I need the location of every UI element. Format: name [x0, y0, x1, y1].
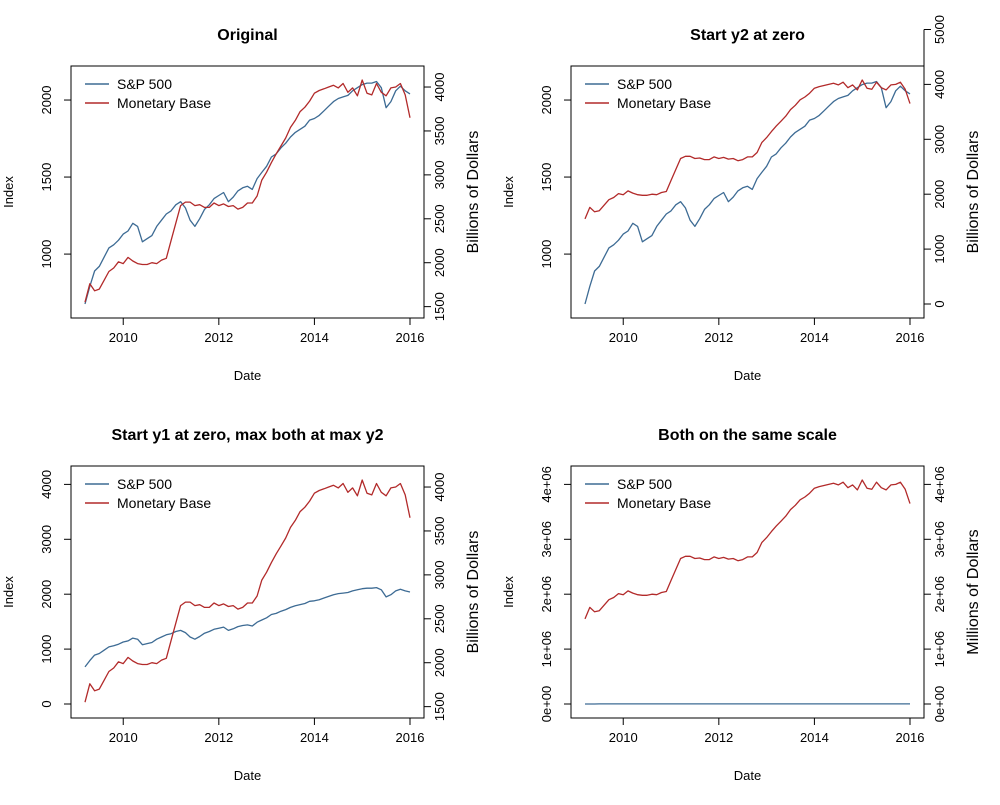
series-line-sp500 [85, 82, 410, 305]
chart-panel-2: Start y2 at zero 2010 2012 2014 2016 Date 1000… [501, 15, 982, 383]
series-line-monetary-base [85, 80, 410, 302]
x-tick-label: 2016 [896, 730, 925, 745]
x-tick-label: 2010 [609, 730, 638, 745]
y2-tick-label: 3000 [932, 125, 947, 154]
y2-axis-label: Billions of Dollars [465, 531, 482, 654]
y2-tick-label: 4000 [932, 70, 947, 99]
y2-axis-label: Billions of Dollars [465, 131, 482, 254]
x-tick-label: 2016 [396, 730, 425, 745]
chart-title: Start y1 at zero, max both at max y2 [111, 427, 383, 444]
y2-axis-label: Billions of Dollars [965, 131, 982, 254]
y-axis-label: Index [501, 576, 516, 608]
y2-axis-label: Millions of Dollars [965, 529, 982, 654]
y-tick-label: 0e+00 [539, 686, 554, 723]
x-tick-label: 2012 [204, 730, 233, 745]
x-axis-label: Date [734, 768, 761, 783]
y2-tick-label: 2e+06 [932, 576, 947, 613]
y-tick-label: 2e+06 [539, 576, 554, 613]
chart-panel-4: Both on the same scale 2010 2012 2014 2016 Da… [501, 427, 982, 783]
legend-entry: S&P 500 [617, 76, 672, 92]
y2-tick-label: 3500 [432, 116, 447, 145]
x-tick-label: 2014 [800, 330, 829, 345]
x-axis-label: Date [234, 768, 261, 783]
legend-entry: S&P 500 [617, 476, 672, 492]
y2-tick-label: 2000 [932, 180, 947, 209]
y2-tick-label: 0e+00 [932, 686, 947, 723]
chart-panel-1: Original 2010 2012 2014 2016 Date 1000 1500 2000… [1, 27, 482, 383]
y2-tick-label: 5000 [932, 15, 947, 44]
legend-entry: Monetary Base [117, 495, 211, 511]
legend: S&P 500 Monetary Base [85, 476, 211, 511]
x-tick-label: 2016 [896, 330, 925, 345]
y-tick-label: 1500 [539, 163, 554, 192]
y2-tick-label: 3000 [432, 560, 447, 589]
y2-tick-label: 1000 [932, 235, 947, 264]
legend: S&P 500 Monetary Base [85, 76, 211, 111]
y2-tick-label: 3500 [432, 516, 447, 545]
y2-tick-label: 3e+06 [932, 521, 947, 558]
x-axis-label: Date [234, 368, 261, 383]
y2-tick-label: 3000 [432, 160, 447, 189]
y-tick-label: 4000 [39, 470, 54, 499]
y-tick-label: 3000 [39, 525, 54, 554]
chart-title: Original [217, 27, 277, 44]
legend-entry: S&P 500 [117, 476, 172, 492]
y-tick-label: 4e+06 [539, 466, 554, 503]
y2-tick-label: 1e+06 [932, 631, 947, 668]
x-tick-label: 2010 [609, 330, 638, 345]
legend-entry: Monetary Base [617, 495, 711, 511]
y-tick-label: 1000 [39, 635, 54, 664]
legend: S&P 500 Monetary Base [585, 476, 711, 511]
chart-panel-3: Start y1 at zero, max both at max y2 2010… [1, 427, 482, 783]
legend: S&P 500 Monetary Base [585, 76, 711, 111]
chart-title: Both on the same scale [658, 427, 837, 444]
x-axis-label: Date [734, 368, 761, 383]
x-tick-label: 2012 [704, 330, 733, 345]
y2-tick-label: 2500 [432, 204, 447, 233]
y2-tick-label: 4000 [432, 73, 447, 102]
series-line-monetary-base [85, 480, 410, 702]
x-tick-label: 2016 [396, 330, 425, 345]
y2-tick-label: 2500 [432, 604, 447, 633]
y-tick-label: 2000 [539, 86, 554, 115]
y2-tick-label: 0 [932, 300, 947, 307]
y-tick-label: 1e+06 [539, 631, 554, 668]
x-tick-label: 2010 [109, 330, 138, 345]
y2-tick-label: 1500 [432, 292, 447, 321]
chart-title: Start y2 at zero [690, 27, 805, 44]
y2-tick-label: 2000 [432, 248, 447, 277]
y-tick-label: 3e+06 [539, 521, 554, 558]
legend-entry: Monetary Base [617, 95, 711, 111]
legend-entry: S&P 500 [117, 76, 172, 92]
x-tick-label: 2014 [300, 330, 329, 345]
legend-entry: Monetary Base [117, 95, 211, 111]
x-tick-label: 2012 [204, 330, 233, 345]
y-axis-label: Index [1, 576, 16, 608]
y-tick-label: 0 [39, 700, 54, 707]
x-tick-label: 2014 [300, 730, 329, 745]
y-tick-label: 2000 [39, 580, 54, 609]
y2-tick-label: 4e+06 [932, 466, 947, 503]
y-tick-label: 1000 [539, 240, 554, 269]
y-axis-label: Index [501, 176, 516, 208]
x-tick-label: 2010 [109, 730, 138, 745]
x-tick-label: 2012 [704, 730, 733, 745]
series-line-sp500 [85, 588, 410, 667]
y2-tick-label: 4000 [432, 473, 447, 502]
y-tick-label: 1000 [39, 240, 54, 269]
y2-tick-label: 1500 [432, 692, 447, 721]
y-tick-label: 2000 [39, 86, 54, 115]
x-tick-label: 2014 [800, 730, 829, 745]
y-axis-label: Index [1, 176, 16, 208]
y2-tick-label: 2000 [432, 648, 447, 677]
y-tick-label: 1500 [39, 163, 54, 192]
